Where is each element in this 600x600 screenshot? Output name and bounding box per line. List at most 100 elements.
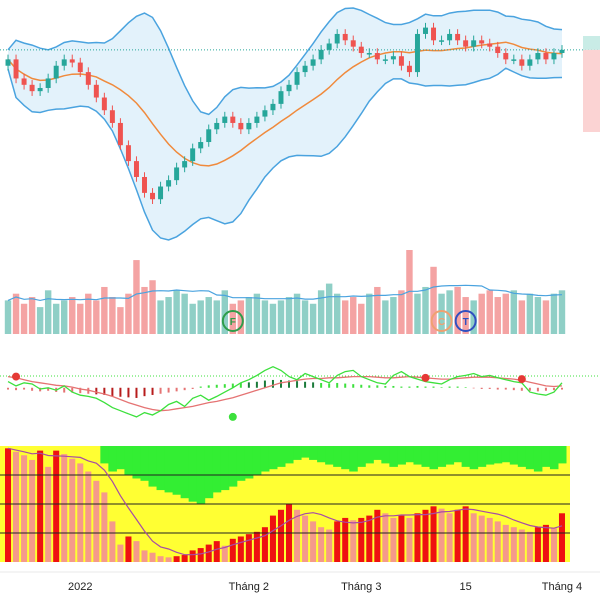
breadth-green-bar — [108, 446, 117, 472]
breadth-green-bar — [437, 446, 447, 467]
candle-body — [133, 161, 139, 177]
candle-body — [278, 91, 284, 104]
oscillator-main-line — [7, 365, 563, 418]
breadth-green-bar — [517, 446, 527, 467]
breadth-green-bar — [413, 446, 422, 465]
volume-bar — [430, 266, 437, 334]
breadth-bar — [245, 534, 252, 562]
breadth-green-bar — [501, 446, 511, 463]
candle-body — [559, 49, 565, 54]
x-tick-label: 15 — [460, 581, 472, 593]
breadth-green-bar — [309, 446, 318, 460]
volume-bar — [550, 293, 558, 334]
volume-bar — [358, 303, 365, 334]
volume-bar — [309, 303, 317, 334]
breadth-green-bar — [220, 446, 230, 491]
volume-bar — [77, 303, 84, 334]
breadth-bar — [382, 513, 389, 562]
candle-body — [543, 53, 549, 60]
breadth-green-bar — [549, 446, 559, 470]
breadth-bar — [526, 531, 533, 562]
candle-body — [206, 129, 212, 143]
volume-bar — [422, 286, 429, 334]
breadth-bar — [181, 555, 188, 562]
breadth-green-bar — [365, 446, 374, 464]
x-tick-label: Tháng 2 — [229, 581, 269, 593]
breadth-green-bar — [333, 446, 342, 467]
breadth-green-bar — [341, 446, 350, 470]
signal-marker-label: T — [463, 317, 469, 328]
volume-bar — [44, 290, 52, 334]
breadth-bar — [310, 521, 317, 562]
candle-body — [551, 53, 557, 60]
breadth-bar — [221, 545, 228, 562]
volume-bar — [285, 297, 293, 334]
breadth-bar — [125, 536, 132, 562]
candle-body — [29, 84, 35, 92]
oscillator-dot — [517, 375, 526, 384]
volume-bar — [149, 280, 156, 334]
signal-marker-ring — [430, 310, 453, 332]
breadth-green-bar — [180, 446, 190, 499]
candle-body — [174, 167, 180, 181]
breadth-bar — [486, 517, 493, 562]
volume-bar — [165, 297, 172, 334]
candle-body — [190, 148, 196, 162]
x-axis: 2022 Tháng 2 Tháng 3 15 Tháng 4 — [0, 571, 600, 593]
candle-body — [479, 40, 485, 44]
signal-marker-label: C — [438, 317, 445, 328]
volume-bar — [141, 286, 148, 334]
volume-bar — [293, 293, 301, 334]
candle-body — [53, 65, 59, 79]
candle-body — [294, 72, 300, 85]
breadth-green-bar — [204, 446, 214, 499]
breadth-bar — [85, 471, 92, 562]
breadth-bar — [45, 466, 52, 562]
breadth-bar — [269, 515, 276, 562]
volume-bar — [20, 303, 28, 334]
volume-bar — [446, 290, 453, 334]
breadth-green-bar — [477, 446, 487, 467]
candle-body — [310, 59, 316, 66]
breadth-bar — [326, 529, 333, 562]
candle-body — [519, 59, 525, 66]
breadth-green-bar — [389, 446, 398, 467]
volume-bar — [526, 293, 534, 334]
candle-body — [230, 116, 236, 123]
signal-marker-ring — [454, 310, 477, 332]
candle-body — [109, 110, 115, 123]
breadth-green-bar — [421, 446, 431, 467]
candle-body — [302, 65, 308, 73]
breadth-green-bar — [525, 446, 535, 470]
volume-bar — [173, 290, 180, 334]
candle-body — [37, 87, 43, 92]
breadth-green-bar — [493, 446, 503, 464]
volume-bar — [189, 303, 196, 334]
candle-body — [342, 33, 348, 41]
breadth-green-bar — [461, 446, 471, 467]
oscillator-panel — [0, 365, 600, 421]
volume-bar — [253, 293, 261, 334]
candle-body — [390, 56, 396, 60]
volume-bar — [462, 297, 469, 334]
breadth-bar — [37, 450, 44, 562]
range-box-up — [583, 36, 600, 50]
breadth-bar — [5, 448, 12, 562]
volume-bar — [197, 300, 204, 334]
volume-bar — [4, 300, 12, 334]
breadth-bar — [93, 480, 100, 562]
volume-bar — [117, 307, 124, 334]
breadth-bar — [534, 527, 541, 562]
volume-bar — [52, 303, 60, 334]
candle-body — [503, 53, 509, 60]
candle-body — [238, 122, 244, 130]
volume-bar — [454, 286, 461, 334]
candle-body — [535, 53, 541, 60]
signal-marker-ring — [221, 310, 244, 332]
candle-body — [21, 78, 27, 85]
breadth-bar — [261, 527, 268, 562]
volume-bar — [366, 293, 373, 334]
x-tick-label: 2022 — [68, 581, 92, 593]
volume-bar — [85, 293, 92, 334]
candle-body — [423, 27, 428, 34]
